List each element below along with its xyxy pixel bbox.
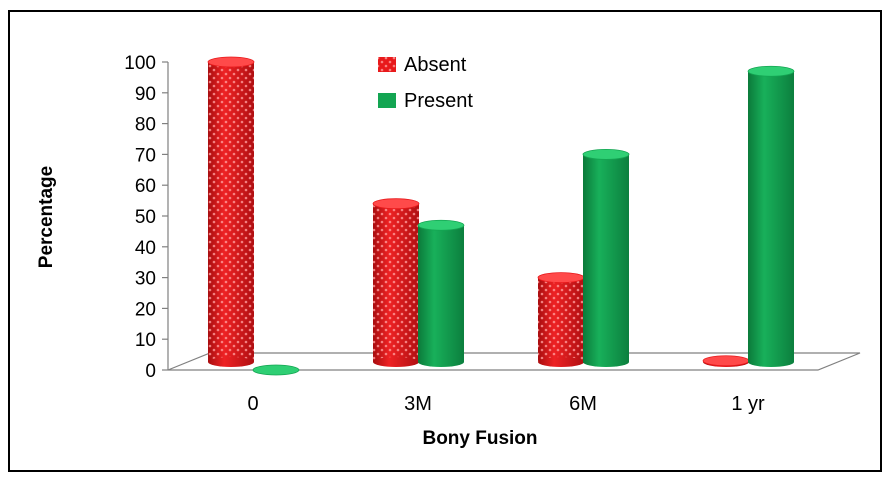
x-tick-label: 1 yr [731,393,765,415]
y-tick-label: 50 [135,207,156,228]
y-tick-label: 20 [135,299,156,320]
x-axis-labels: 0 3M 6M 1 yr [247,393,765,415]
legend-label-present: Present [404,90,473,112]
y-tick-label: 90 [135,84,156,105]
bar-absent-3m [372,198,420,367]
y-tick-label: 60 [135,176,156,197]
bars-group [207,56,795,376]
y-tick-label: 10 [135,330,156,351]
chart-floor [167,352,861,371]
x-tick-label: 3M [404,393,432,415]
bar-present-1yr [747,65,795,367]
y-tick-label: 0 [145,361,156,382]
bar-present-6m [582,148,630,367]
y-tick-label: 70 [135,145,156,166]
legend-label-absent: Absent [404,54,467,76]
y-tick-label: 30 [135,269,156,290]
y-axis-ticks: 0 10 20 30 40 50 60 70 80 90 100 [124,53,168,382]
bar-absent-1yr [702,355,750,367]
x-tick-label: 0 [247,393,258,415]
bar-absent-0 [207,56,255,367]
x-axis-title: Bony Fusion [422,428,537,449]
y-tick-label: 100 [124,53,156,74]
bar-present-3m [417,219,465,367]
legend-swatch-present [378,93,396,108]
y-axis-title: Percentage [36,166,57,268]
legend: Absent Present [378,54,473,112]
bar-present-0 [252,364,300,376]
x-tick-label: 6M [569,393,597,415]
y-tick-label: 80 [135,115,156,136]
bar-absent-6m [537,272,585,367]
y-tick-label: 40 [135,238,156,259]
